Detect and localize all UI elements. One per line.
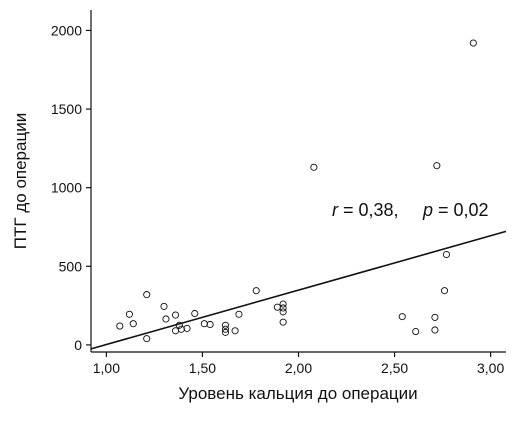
data-point-3	[143, 291, 151, 299]
y-tick-label-4: 2000	[51, 22, 82, 38]
data-point-2	[129, 320, 137, 328]
y-tick-label-0: 0	[74, 337, 82, 353]
p-value: = 0,02	[433, 200, 489, 220]
data-point-21	[273, 303, 281, 311]
regression-line	[90, 230, 507, 350]
ticks-group: 1,00 1,50 2,00 2,50 3,00 0 500 1000 1500 2000	[51, 22, 505, 376]
data-point-19	[235, 310, 243, 318]
y-tick-label-1: 500	[59, 258, 83, 274]
x-tick-label-0: 1,00	[93, 360, 120, 376]
data-point-23	[279, 304, 287, 312]
points-group	[116, 39, 477, 343]
x-tick-label-4: 3,00	[477, 360, 504, 376]
data-point-11	[183, 324, 191, 332]
data-point-34	[469, 39, 477, 47]
data-point-20	[252, 287, 260, 295]
data-point-27	[398, 313, 406, 321]
data-point-28	[412, 328, 420, 336]
data-point-30	[431, 326, 439, 334]
r-symbol: r	[332, 200, 339, 220]
data-point-26	[310, 163, 318, 171]
data-point-24	[279, 308, 287, 316]
x-tick-label-1: 1,50	[189, 360, 216, 376]
data-point-0	[116, 322, 124, 330]
data-point-16	[221, 325, 230, 333]
stats-annotation-p: p = 0,02	[422, 200, 489, 220]
data-point-29	[431, 313, 439, 321]
y-tick-label-3: 1500	[51, 101, 82, 117]
data-point-7	[171, 311, 180, 319]
data-point-6	[162, 315, 170, 323]
data-point-31	[433, 162, 441, 170]
x-axis-label: Уровень кальция до операции	[178, 384, 417, 403]
p-symbol: p	[422, 200, 433, 220]
data-point-9	[175, 321, 183, 329]
y-axis-label: ПТГ до операции	[11, 113, 30, 249]
r-value: = 0,38,	[338, 200, 399, 220]
x-tick-label-2: 2,00	[285, 360, 312, 376]
data-point-25	[279, 318, 287, 326]
data-point-33	[442, 250, 450, 259]
data-point-32	[440, 287, 449, 295]
data-point-1	[125, 310, 133, 318]
data-point-13	[200, 320, 208, 328]
x-tick-label-3: 2,50	[381, 360, 408, 376]
data-point-4	[143, 335, 151, 343]
regression-line-layer	[90, 230, 507, 350]
data-point-18	[231, 327, 239, 335]
data-point-8	[171, 327, 180, 335]
data-point-5	[160, 302, 168, 310]
data-point-12	[191, 309, 199, 318]
data-point-17	[221, 328, 230, 336]
data-point-10	[177, 325, 185, 333]
data-point-15	[221, 321, 230, 329]
stats-annotation: r = 0,38,	[332, 200, 399, 220]
y-tick-label-2: 1000	[51, 180, 82, 196]
data-point-22	[279, 300, 287, 308]
data-point-14	[206, 320, 214, 329]
